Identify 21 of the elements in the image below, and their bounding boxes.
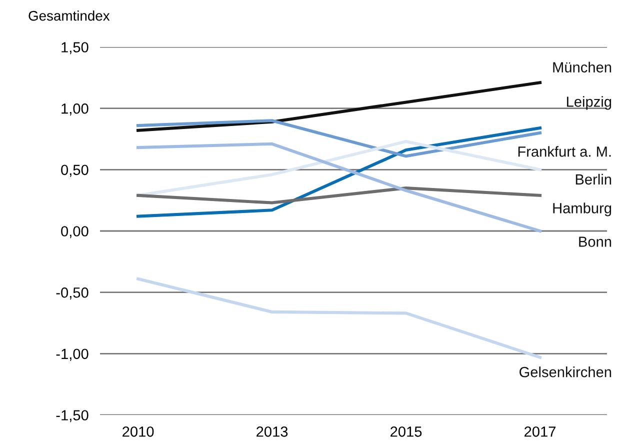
- x-tick-label: 2013: [256, 426, 288, 437]
- line-series: [136, 277, 542, 359]
- y-tick-label: -0,50: [56, 287, 88, 300]
- text: Berlin: [576, 174, 612, 185]
- text: Bonn: [579, 236, 612, 247]
- series-label: Hamburg: [553, 202, 612, 216]
- y-tick-label: 0,50: [61, 164, 88, 177]
- y-tick-label: -1,00: [56, 348, 88, 361]
- y-tick-label: -1,50: [56, 410, 88, 422]
- text: Leipzig: [566, 96, 612, 110]
- y-tick-label: 1,50: [62, 42, 88, 54]
- series-label: München: [553, 62, 612, 72]
- line-series: [136, 81, 542, 132]
- y-tick-label: 1,00: [62, 103, 88, 116]
- series-label: Frankfurt a. M.: [518, 146, 611, 157]
- x-tick-label: 2017: [524, 426, 556, 437]
- y-tick-label: 0,00: [61, 226, 88, 238]
- x-tick-label: 2015: [390, 426, 422, 437]
- x-tick-label: 2010: [122, 426, 154, 437]
- series-label: Gelsenkirchen: [520, 366, 612, 378]
- y-axis-title: Gesamtindex: [28, 10, 110, 21]
